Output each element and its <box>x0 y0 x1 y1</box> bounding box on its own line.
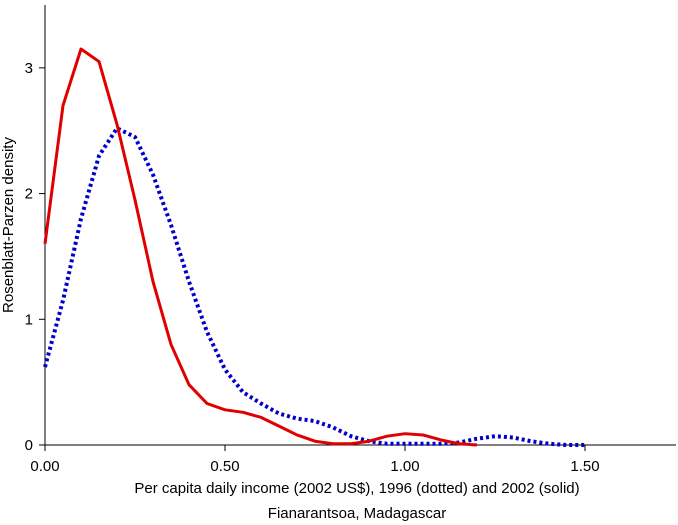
y-tick-label: 1 <box>25 311 33 328</box>
y-tick-label: 0 <box>25 437 33 454</box>
y-tick-label: 2 <box>25 186 33 203</box>
density-line <box>43 47 478 447</box>
x-tick-label: 0.00 <box>30 458 59 475</box>
y-tick-label: 3 <box>25 60 33 77</box>
x-tick-label: 1.50 <box>570 458 599 475</box>
subtitle: Fianarantsoa, Madagascar <box>268 505 446 522</box>
y-axis-label: Rosenblatt-Parzen density <box>0 137 17 313</box>
density-line <box>43 126 585 447</box>
x-tick-label: 1.00 <box>390 458 419 475</box>
x-axis-label: Per capita daily income (2002 US$), 1996… <box>134 480 579 497</box>
x-tick-label: 0.50 <box>210 458 239 475</box>
